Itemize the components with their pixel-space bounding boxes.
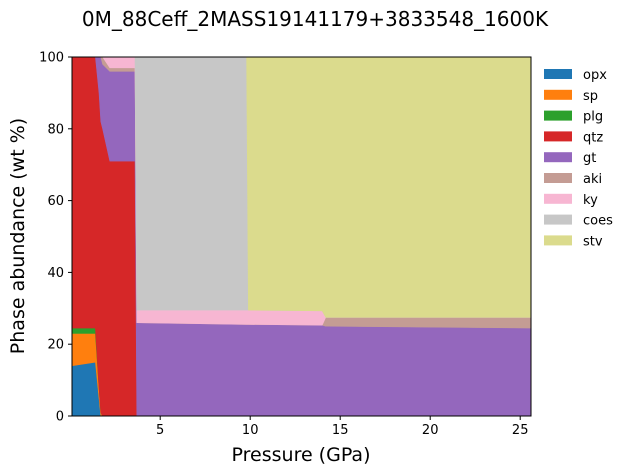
y-axis-label: Phase abundance (wt %) bbox=[7, 118, 29, 354]
legend-swatch-opx bbox=[544, 69, 572, 79]
x-tick-label: 15 bbox=[332, 423, 349, 438]
y-tick-label: 80 bbox=[47, 122, 64, 137]
x-tick-label: 5 bbox=[156, 423, 164, 438]
legend-label-qtz: qtz bbox=[583, 130, 603, 145]
y-tick-label: 0 bbox=[56, 410, 64, 425]
legend-swatch-coes bbox=[544, 214, 572, 225]
legend-swatch-qtz bbox=[544, 131, 572, 142]
y-tick-label: 20 bbox=[47, 338, 64, 353]
legend-label-gt: gt bbox=[583, 151, 596, 166]
y-tick-label: 40 bbox=[47, 266, 64, 281]
legend-swatch-stv bbox=[544, 235, 572, 246]
legend-label-sp: sp bbox=[583, 89, 598, 104]
y-tick-label: 60 bbox=[47, 194, 64, 209]
x-axis: 5 10 15 20 25 bbox=[156, 416, 528, 438]
chart-title: 0M_88Ceff_2MASS19141179+3833548_1600K bbox=[82, 7, 549, 31]
legend-label-coes: coes bbox=[583, 214, 613, 229]
legend-label-ky: ky bbox=[583, 193, 598, 208]
legend: opx sp plg qtz gt aki ky coes stv bbox=[544, 68, 613, 249]
stacked-area-group bbox=[71, 56, 532, 417]
legend-swatch-plg bbox=[544, 110, 572, 121]
x-axis-label: Pressure (GPa) bbox=[232, 444, 371, 466]
x-tick-label: 10 bbox=[242, 423, 259, 438]
legend-label-stv: stv bbox=[583, 234, 603, 249]
legend-label-plg: plg bbox=[583, 110, 603, 125]
legend-swatch-aki bbox=[544, 173, 572, 183]
legend-label-aki: aki bbox=[583, 172, 602, 187]
plot-frame bbox=[71, 56, 532, 417]
x-tick-label: 25 bbox=[512, 423, 529, 438]
legend-swatch-gt bbox=[544, 152, 572, 163]
legend-swatch-sp bbox=[544, 89, 572, 100]
legend-swatch-ky bbox=[544, 193, 572, 204]
y-axis: 0 20 40 60 80 100 bbox=[39, 51, 72, 425]
y-tick-label: 100 bbox=[39, 51, 64, 66]
x-tick-label: 20 bbox=[422, 423, 439, 438]
legend-label-opx: opx bbox=[583, 68, 607, 83]
